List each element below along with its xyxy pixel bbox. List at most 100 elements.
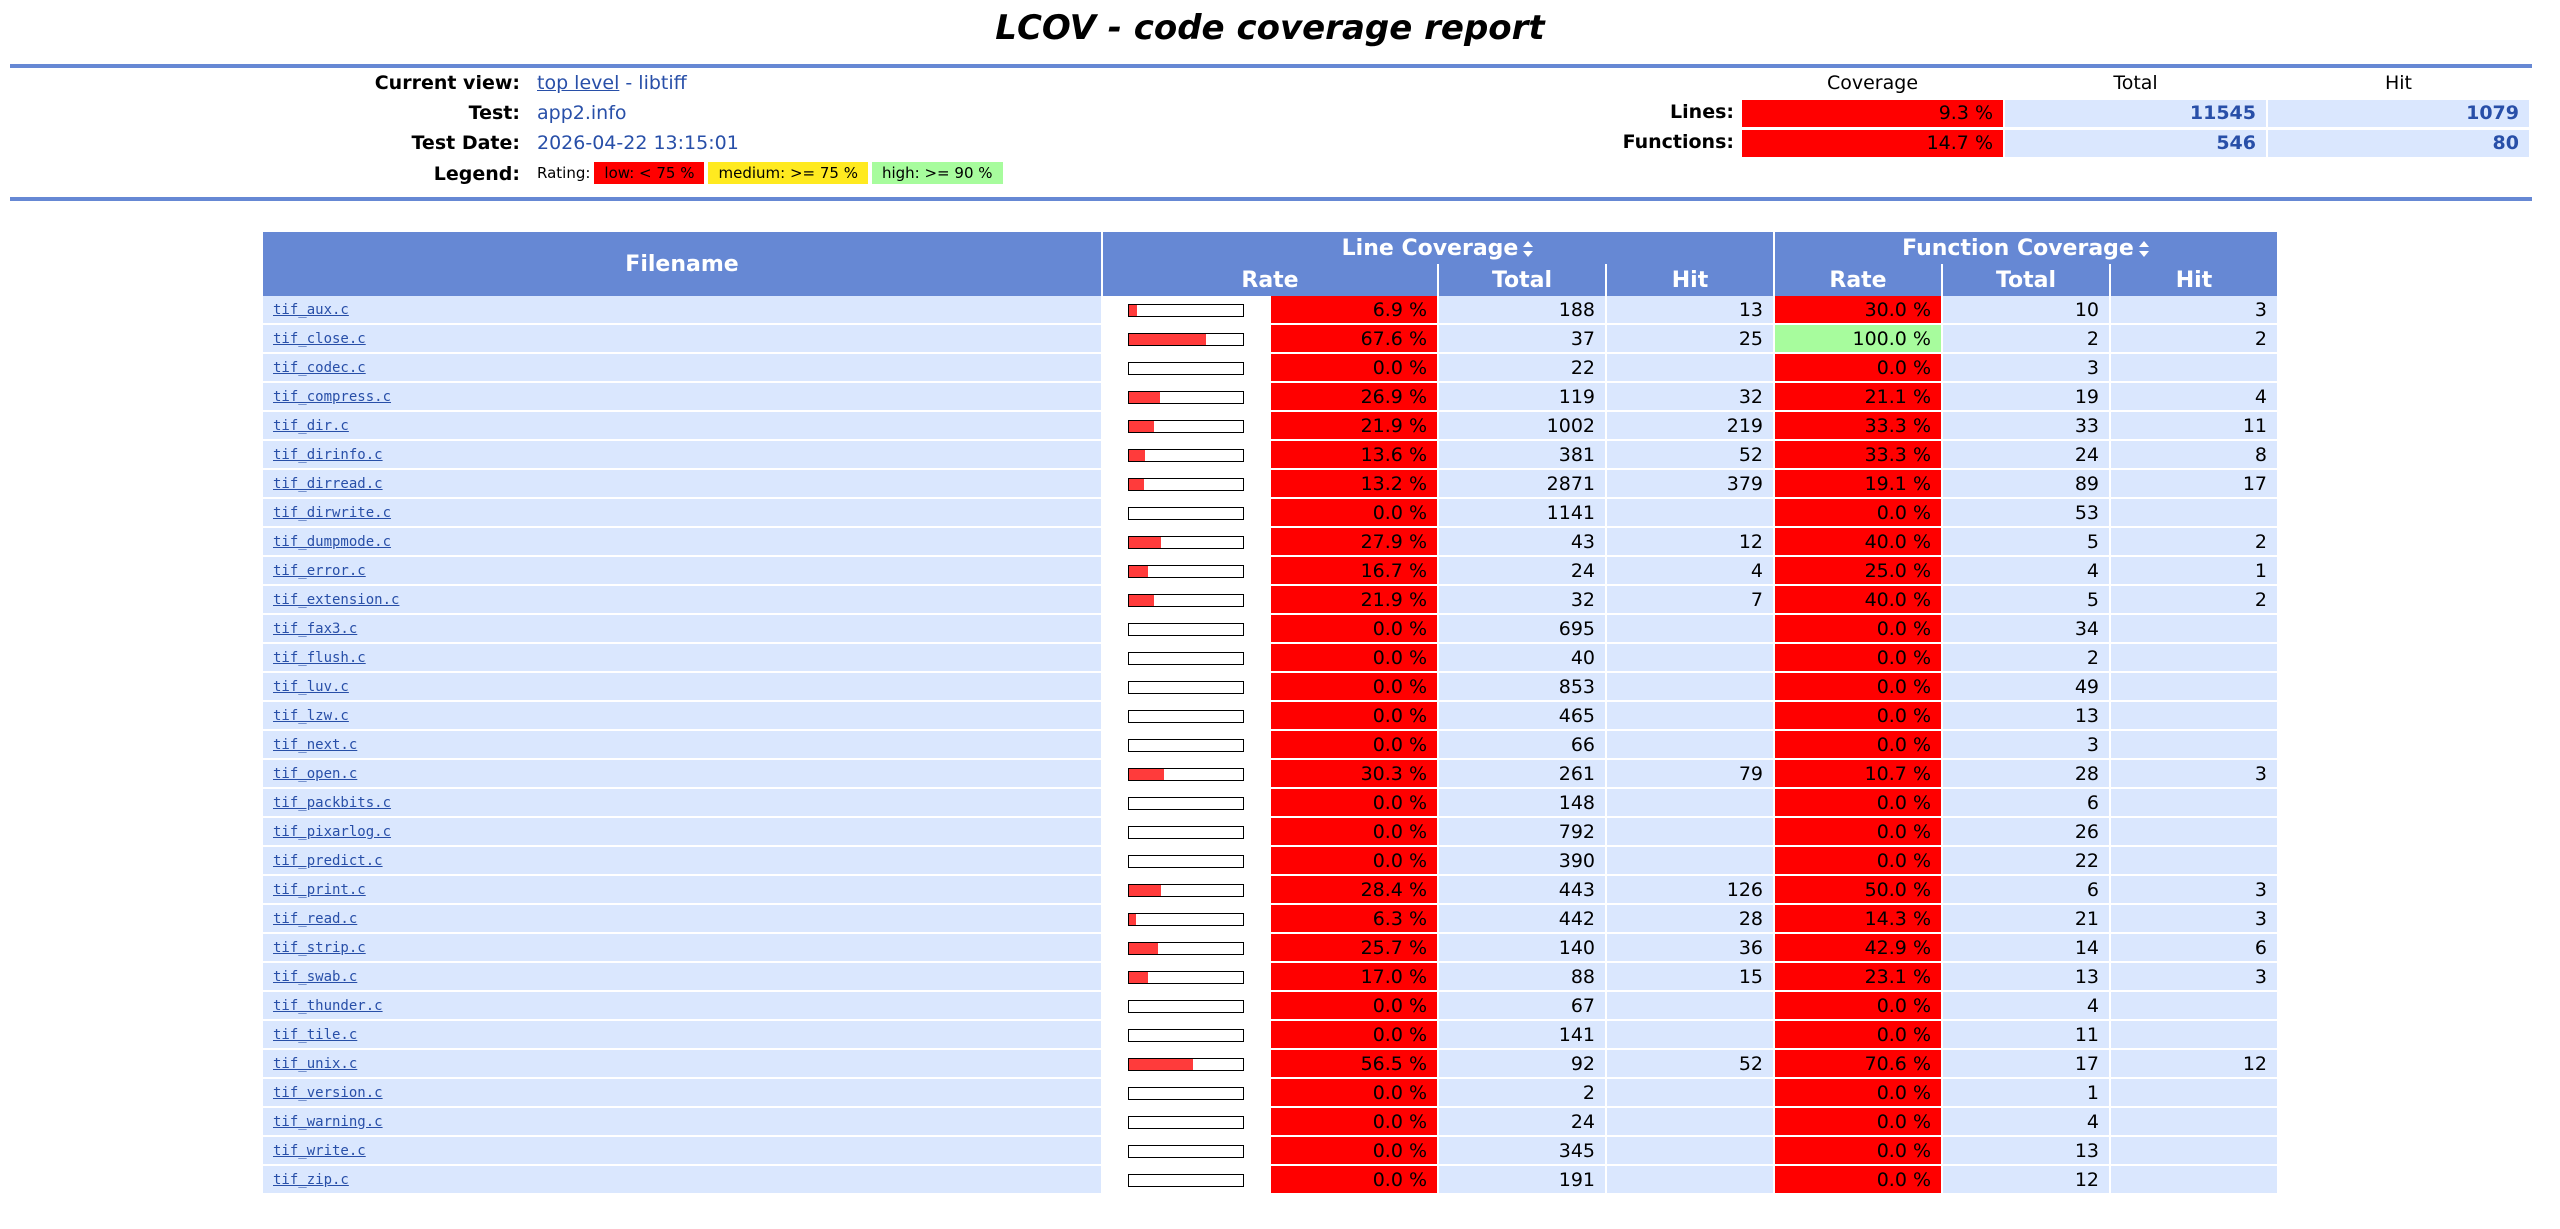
file-link[interactable]: tif_flush.c [273, 649, 366, 666]
function-rate: 0.0 % [1775, 731, 1941, 760]
function-hit: 2 [2111, 528, 2277, 557]
function-hit: 6 [2111, 934, 2277, 963]
file-link[interactable]: tif_dir.c [273, 417, 349, 434]
row: tif_dumpmode.c 27.9 % 43 12 40.0 % 5 2 [263, 528, 2277, 557]
row: tif_dirread.c 13.2 % 2871 379 19.1 % 89 17 [263, 470, 2277, 499]
file-link[interactable]: tif_extension.c [273, 591, 400, 608]
file-link[interactable]: tif_compress.c [273, 388, 392, 405]
file-link[interactable]: tif_aux.c [273, 301, 349, 318]
function-hit [2111, 847, 2277, 876]
line-rate: 28.4 % [1271, 876, 1437, 905]
coverage-bar [1128, 448, 1244, 462]
function-hit: 3 [2111, 760, 2277, 789]
filename-cell: tif_pixarlog.c [263, 818, 1101, 847]
sort-icon[interactable] [2138, 240, 2150, 258]
link[interactable]: top level [537, 72, 620, 94]
function-rate: 0.0 % [1775, 818, 1941, 847]
file-link[interactable]: tif_error.c [273, 562, 366, 579]
bar-cell [1103, 789, 1269, 818]
function-hit [2111, 673, 2277, 702]
file-link[interactable]: tif_read.c [273, 910, 358, 927]
coverage-bar-fill [1129, 478, 1145, 490]
filename-cell: tif_lzw.c [263, 702, 1101, 731]
function-total: 13 [1943, 702, 2109, 731]
file-link[interactable]: tif_lzw.c [273, 707, 349, 724]
function-total: 4 [1943, 1108, 2109, 1137]
function-total: 24 [1943, 441, 2109, 470]
line-hit [1607, 354, 1773, 383]
function-rate: 0.0 % [1775, 644, 1941, 673]
header-cell[interactable]: Line Coverage [1103, 232, 1773, 264]
bar-cell [1103, 354, 1269, 383]
header-cell[interactable]: Function Coverage [1775, 232, 2277, 264]
function-rate: 40.0 % [1775, 586, 1941, 615]
filename-cell: tif_zip.c [263, 1166, 1101, 1195]
bar-cell [1103, 441, 1269, 470]
line-total: 695 [1439, 615, 1605, 644]
filename-cell: tif_aux.c [263, 296, 1101, 325]
file-link[interactable]: tif_zip.c [273, 1171, 349, 1188]
line-rate: 0.0 % [1271, 789, 1437, 818]
file-link[interactable]: tif_codec.c [273, 359, 366, 376]
line-total: 67 [1439, 992, 1605, 1021]
file-link[interactable]: tif_print.c [273, 881, 366, 898]
file-link[interactable]: tif_dirinfo.c [273, 446, 383, 463]
function-rate: 25.0 % [1775, 557, 1941, 586]
line-total: 22 [1439, 354, 1605, 383]
file-link[interactable]: tif_unix.c [273, 1055, 358, 1072]
sort-icon[interactable] [1522, 240, 1534, 258]
line-rate: 0.0 % [1271, 1021, 1437, 1050]
function-total: 34 [1943, 615, 2109, 644]
label: Test: [468, 102, 520, 124]
file-link[interactable]: tif_next.c [273, 736, 358, 753]
function-rate: 23.1 % [1775, 963, 1941, 992]
line-hit: 52 [1607, 1050, 1773, 1079]
file-link[interactable]: tif_write.c [273, 1142, 366, 1159]
file-link[interactable]: tif_dumpmode.c [273, 533, 392, 550]
label: Current view: [374, 72, 520, 94]
function-hit [2111, 1108, 2277, 1137]
function-total: 26 [1943, 818, 2109, 847]
file-link[interactable]: tif_open.c [273, 765, 358, 782]
line-total: 43 [1439, 528, 1605, 557]
file-link[interactable]: tif_swab.c [273, 968, 358, 985]
coverage-bar-fill [1129, 391, 1160, 403]
file-link[interactable]: tif_warning.c [273, 1113, 383, 1130]
coverage-bar [1128, 883, 1244, 897]
file-link[interactable]: tif_dirread.c [273, 475, 383, 492]
filename-cell: tif_read.c [263, 905, 1101, 934]
bar-cell [1103, 383, 1269, 412]
line-rate: 0.0 % [1271, 673, 1437, 702]
summary-coverage: 14.7 % [1742, 130, 2003, 157]
bar-cell [1103, 905, 1269, 934]
file-link[interactable]: tif_pixarlog.c [273, 823, 392, 840]
file-link[interactable]: tif_tile.c [273, 1026, 358, 1043]
function-total: 11 [1943, 1021, 2109, 1050]
function-total: 19 [1943, 383, 2109, 412]
coverage-bar-fill [1129, 768, 1164, 780]
legend-item: low: < 75 % [594, 162, 705, 184]
function-rate: 0.0 % [1775, 673, 1941, 702]
file-link[interactable]: tif_version.c [273, 1084, 383, 1101]
coverage-bar-fill [1129, 449, 1145, 461]
header-cell: Rate [1775, 264, 1941, 296]
file-link[interactable]: tif_predict.c [273, 852, 383, 869]
row: tif_dir.c 21.9 % 1002 219 33.3 % 33 11 [263, 412, 2277, 441]
file-link[interactable]: tif_close.c [273, 330, 366, 347]
coverage-bar [1128, 303, 1244, 317]
coverage-bar [1128, 738, 1244, 752]
file-link[interactable]: tif_luv.c [273, 678, 349, 695]
line-total: 148 [1439, 789, 1605, 818]
file-link[interactable]: tif_packbits.c [273, 794, 392, 811]
file-link[interactable]: tif_fax3.c [273, 620, 358, 637]
file-link[interactable]: tif_thunder.c [273, 997, 383, 1014]
file-link[interactable]: tif_strip.c [273, 939, 366, 956]
coverage-bar [1128, 593, 1244, 607]
filename-cell: tif_version.c [263, 1079, 1101, 1108]
function-rate: 70.6 % [1775, 1050, 1941, 1079]
line-total: 188 [1439, 296, 1605, 325]
file-link[interactable]: tif_dirwrite.c [273, 504, 392, 521]
line-hit: 52 [1607, 441, 1773, 470]
filename-cell: tif_open.c [263, 760, 1101, 789]
